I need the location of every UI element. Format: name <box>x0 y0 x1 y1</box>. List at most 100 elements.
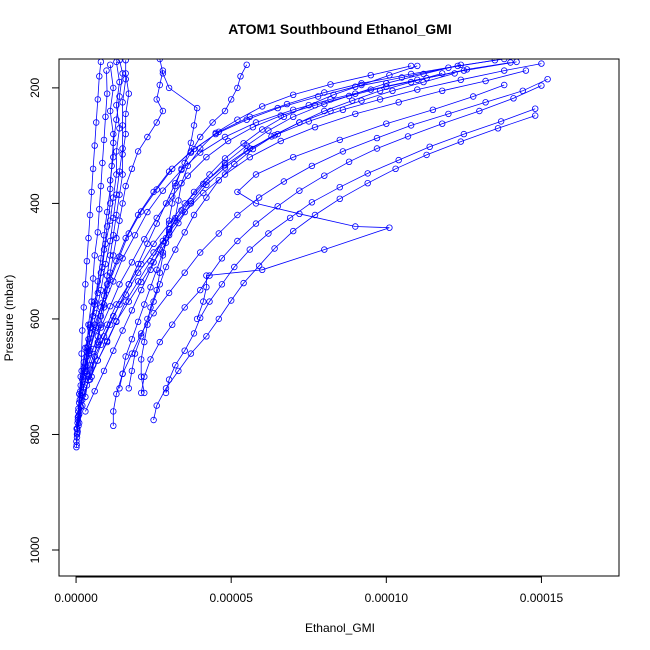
data-point <box>404 133 412 140</box>
data-point <box>507 59 514 66</box>
data-point <box>153 119 160 126</box>
data-point <box>106 107 114 115</box>
data-point <box>395 156 402 164</box>
data-point <box>97 321 105 328</box>
data-point <box>102 113 109 120</box>
data-point <box>89 275 97 282</box>
data-point <box>482 77 489 85</box>
data-point <box>178 179 185 187</box>
data-point <box>119 370 126 377</box>
data-point <box>383 80 390 87</box>
data-point <box>196 145 204 152</box>
data-point <box>414 86 421 93</box>
data-point <box>321 107 328 115</box>
data-point <box>92 119 100 126</box>
data-point <box>290 227 297 235</box>
data-point <box>497 118 505 125</box>
data-point <box>200 298 207 305</box>
data-point <box>83 382 91 389</box>
data-point <box>268 133 275 140</box>
data-point <box>290 91 297 98</box>
data-point <box>212 129 219 137</box>
data-point <box>122 130 129 138</box>
data-point <box>336 136 343 144</box>
series-line <box>77 62 511 432</box>
data-point <box>150 416 157 424</box>
data-point <box>144 133 151 141</box>
data-point <box>147 304 154 311</box>
series-line <box>196 84 505 320</box>
data-point <box>134 269 142 276</box>
data-point <box>89 165 97 172</box>
data-point <box>168 321 176 328</box>
data-point <box>100 136 108 144</box>
data-point <box>420 70 427 78</box>
series-layer <box>73 59 551 451</box>
data-point <box>77 373 84 380</box>
data-point <box>113 101 120 109</box>
data-point <box>203 153 210 161</box>
data-point <box>187 197 195 205</box>
data-point <box>243 61 250 69</box>
data-point <box>345 92 353 100</box>
data-point <box>339 148 347 155</box>
data-point <box>203 178 210 185</box>
series-25 <box>75 59 201 427</box>
data-point <box>457 76 464 83</box>
data-point <box>358 97 365 104</box>
data-point <box>224 137 232 145</box>
data-point <box>75 419 83 427</box>
data-point <box>119 70 126 77</box>
data-point <box>420 78 427 86</box>
data-point <box>181 347 188 354</box>
data-point <box>234 211 241 219</box>
data-point <box>91 301 98 308</box>
data-point <box>203 333 210 340</box>
data-point <box>168 165 176 172</box>
data-point <box>327 81 334 88</box>
data-point <box>274 203 281 210</box>
data-point <box>181 304 188 311</box>
data-point <box>91 388 98 395</box>
data-point <box>532 105 539 112</box>
data-point <box>231 160 238 168</box>
data-point <box>113 318 120 325</box>
data-point <box>519 87 526 94</box>
data-point <box>144 208 151 216</box>
data-point <box>141 338 148 346</box>
series-line <box>89 64 461 380</box>
data-point <box>457 61 464 69</box>
data-point <box>144 321 151 328</box>
data-point <box>113 390 120 398</box>
data-point <box>407 62 415 70</box>
series-17 <box>83 59 126 377</box>
data-point <box>308 199 316 206</box>
data-point <box>178 165 185 172</box>
data-point <box>137 356 145 363</box>
data-point <box>80 304 87 311</box>
data-point <box>150 249 157 256</box>
data-point <box>86 211 94 219</box>
data-point <box>125 90 132 97</box>
data-point <box>106 200 114 207</box>
data-point <box>259 266 266 273</box>
data-point <box>159 107 167 115</box>
data-point <box>103 223 111 230</box>
data-point <box>153 96 160 103</box>
data-point <box>86 376 94 383</box>
x-axis-label: Ethanol_GMI <box>305 621 375 635</box>
data-point <box>83 258 91 265</box>
data-point <box>150 240 157 247</box>
data-point <box>277 137 284 145</box>
data-point <box>110 252 117 259</box>
data-point <box>274 130 281 138</box>
data-point <box>280 113 288 120</box>
x-tick-label: 0.00015 <box>520 591 564 605</box>
data-point <box>175 367 182 375</box>
data-point <box>128 307 136 314</box>
data-point <box>501 67 508 74</box>
data-point <box>168 200 176 207</box>
data-point <box>439 120 446 127</box>
data-point <box>221 164 229 171</box>
data-point <box>116 281 123 288</box>
